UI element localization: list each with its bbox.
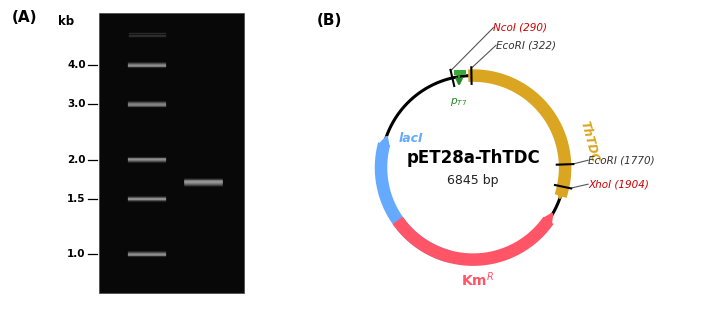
Bar bbox=[454, 70, 466, 75]
Text: 1: 1 bbox=[199, 0, 208, 2]
Text: (A): (A) bbox=[12, 10, 37, 25]
Text: 2.0: 2.0 bbox=[67, 155, 86, 165]
Text: kb: kb bbox=[58, 15, 74, 28]
Text: NcoI (290): NcoI (290) bbox=[493, 23, 547, 33]
Text: $p_{T7}$: $p_{T7}$ bbox=[450, 96, 466, 108]
Text: Km$^R$: Km$^R$ bbox=[461, 271, 495, 289]
Text: EcoRI (322): EcoRI (322) bbox=[496, 40, 556, 50]
Text: XhoI (1904): XhoI (1904) bbox=[588, 179, 649, 189]
Text: M: M bbox=[140, 0, 154, 2]
Text: (B): (B) bbox=[317, 13, 342, 28]
Text: 3.0: 3.0 bbox=[67, 99, 86, 110]
Text: 4.0: 4.0 bbox=[67, 60, 86, 70]
Text: 1.5: 1.5 bbox=[67, 194, 86, 204]
Text: 6845 bp: 6845 bp bbox=[447, 174, 499, 187]
Bar bbox=[99, 13, 244, 293]
Text: pET28a-ThTDC: pET28a-ThTDC bbox=[406, 149, 540, 167]
Text: 1.0: 1.0 bbox=[67, 249, 86, 259]
Text: lacI: lacI bbox=[398, 132, 423, 145]
Text: ThTDC: ThTDC bbox=[578, 120, 601, 164]
Text: EcoRI (1770): EcoRI (1770) bbox=[588, 155, 655, 165]
